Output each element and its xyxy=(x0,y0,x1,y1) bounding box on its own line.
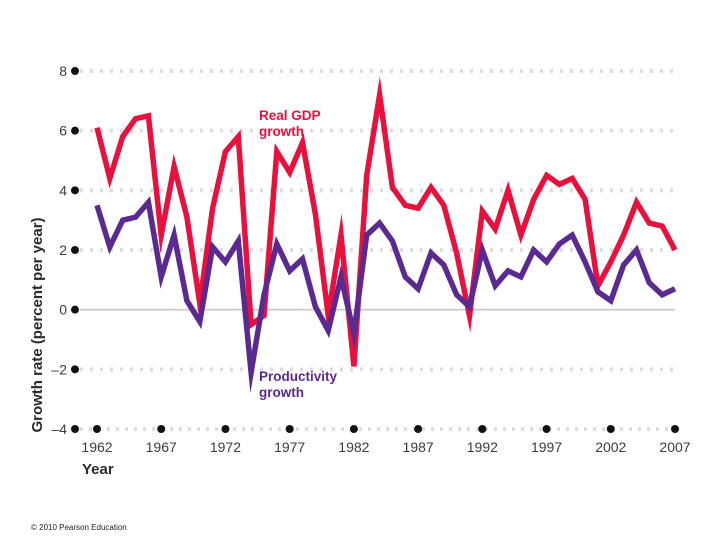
x-tick-dot xyxy=(285,425,294,433)
y-tick-label: –2 xyxy=(51,361,67,377)
x-tick-dot xyxy=(542,425,551,433)
y-tick-label: 0 xyxy=(59,302,67,318)
real-gdp-growth-line xyxy=(94,76,678,367)
x-tick-label: 1977 xyxy=(274,439,305,455)
y-tick-label: 2 xyxy=(59,242,67,258)
x-tick-dot xyxy=(671,425,679,433)
productivity-label-line: Productivity xyxy=(259,369,338,384)
x-tick-dot xyxy=(349,425,358,433)
x-axis-ticks: 1962 1967 1972 1977 1982 1987 1992 1997 2002 2007 xyxy=(81,425,691,455)
real-gdp-label-line: Real GDP xyxy=(259,108,321,123)
x-tick-dot xyxy=(478,425,487,433)
y-tick-dot xyxy=(71,425,79,433)
y-tick-dot xyxy=(71,365,79,374)
x-tick-dot xyxy=(93,425,101,433)
real-gdp-label-line: growth xyxy=(259,124,304,139)
y-tick-dot xyxy=(71,305,79,314)
x-tick-label: 1962 xyxy=(81,439,112,455)
x-tick-dot xyxy=(606,425,615,433)
productivity-label-line: growth xyxy=(259,385,304,400)
copyright-credit: © 2010 Pearson Education xyxy=(31,523,127,532)
series-group xyxy=(94,76,678,394)
y-tick-dot xyxy=(71,246,79,254)
y-tick-label: –4 xyxy=(51,421,67,437)
x-tick-label: 1972 xyxy=(210,439,241,455)
y-tick-dot xyxy=(71,186,79,195)
x-tick-dot xyxy=(414,425,423,433)
productivity-growth-line xyxy=(94,196,677,394)
x-tick-label: 1982 xyxy=(338,439,369,455)
y-tick-dot xyxy=(71,126,79,135)
x-axis-title: Year xyxy=(82,461,114,478)
y-tick-label: 8 xyxy=(59,63,67,79)
y-tick-dot xyxy=(71,67,79,75)
x-tick-label: 1997 xyxy=(531,439,562,455)
x-tick-dot xyxy=(221,425,230,433)
grid xyxy=(80,69,675,431)
x-tick-label: 1967 xyxy=(146,439,177,455)
x-tick-label: 1987 xyxy=(403,439,434,455)
x-tick-dot xyxy=(157,425,166,433)
x-tick-label: 2007 xyxy=(659,439,690,455)
y-axis-title: Growth rate (percent per year) xyxy=(29,217,46,432)
y-axis-ticks: 8 6 4 2 0 –2 –4 xyxy=(51,63,79,437)
y-tick-label: 6 xyxy=(59,123,67,139)
y-tick-label: 4 xyxy=(59,182,67,198)
x-tick-label: 1992 xyxy=(467,439,498,455)
x-tick-label: 2002 xyxy=(595,439,626,455)
